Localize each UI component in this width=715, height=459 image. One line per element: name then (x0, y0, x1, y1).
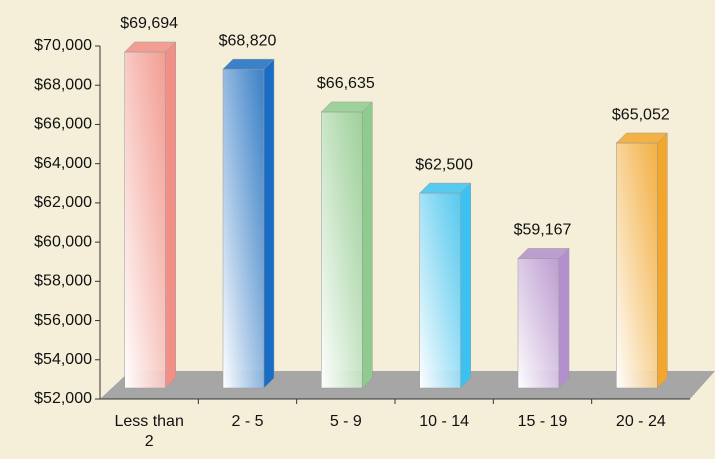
bar-side (263, 58, 275, 389)
data-label: $69,694 (120, 15, 178, 32)
y-tick-label: $64,000 (34, 155, 92, 172)
data-label: $66,635 (317, 75, 375, 92)
y-tick-label: $52,000 (34, 390, 92, 407)
bar-top (517, 248, 570, 259)
bar-top (222, 58, 275, 70)
data-label: $65,052 (612, 106, 670, 123)
y-tick-label: $70,000 (34, 37, 92, 54)
y-tick-label: $54,000 (34, 351, 92, 368)
y-tick-label: $60,000 (34, 233, 92, 250)
data-label: $68,820 (219, 32, 277, 49)
bar (419, 182, 472, 389)
data-label: $62,500 (415, 156, 473, 173)
bar-top (419, 182, 472, 194)
x-tick-label: Less than 2 (114, 413, 184, 450)
bar-top (320, 101, 373, 113)
bar-top (124, 41, 177, 53)
bar-side (657, 132, 668, 389)
bar-front (222, 68, 265, 389)
bar-side (165, 41, 176, 389)
bar-side (460, 182, 471, 389)
x-tick-label: 20 - 24 (615, 413, 666, 430)
bar-front (419, 192, 461, 389)
y-tick-label: $66,000 (34, 116, 92, 133)
x-tick-label: 10 - 14 (419, 413, 470, 430)
bar-front (616, 142, 658, 389)
y-tick-label: $62,000 (34, 194, 92, 211)
bar-front (321, 111, 363, 389)
bar-top (615, 132, 668, 144)
x-tick-label: 2 - 5 (231, 413, 264, 430)
data-label: $59,167 (514, 222, 572, 239)
x-tick-label: 5 - 9 (329, 413, 362, 430)
y-tick-label: $68,000 (34, 76, 92, 93)
bar-front (124, 51, 166, 389)
x-tick-label: 15 - 19 (517, 413, 568, 430)
bar (517, 247, 570, 389)
y-tick-label: $58,000 (34, 273, 92, 290)
bar (320, 101, 373, 389)
bar (222, 58, 275, 389)
bar-front (517, 258, 560, 389)
bar (615, 132, 668, 389)
bar-side (558, 247, 570, 389)
bar-side (362, 101, 373, 389)
bar (124, 41, 177, 389)
y-tick-label: $56,000 (34, 312, 92, 329)
